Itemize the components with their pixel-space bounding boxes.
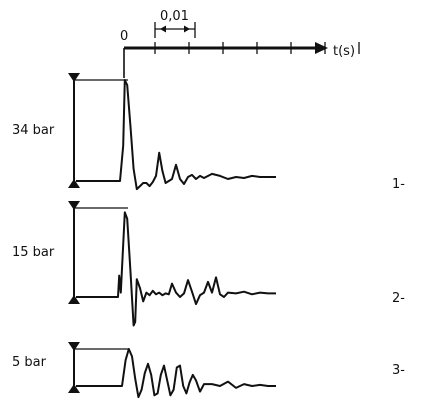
- amplitude-top-arrow: [68, 342, 80, 351]
- series-layer: 34 bar 1- 15 bar 2- 5 bar 3-: [12, 73, 405, 399]
- time-axis-label: t(s): [333, 44, 355, 59]
- time-axis: 0 t(s) 0,01: [120, 9, 360, 78]
- series-name-label: 2-: [392, 291, 405, 306]
- amplitude-bottom-arrow: [68, 179, 80, 188]
- pressure-trace: [76, 79, 276, 191]
- series-name-label: 1-: [392, 177, 405, 192]
- series-2: 15 bar 2-: [12, 201, 405, 327]
- series-name-label: 3-: [392, 363, 405, 378]
- amplitude-bottom-arrow: [68, 295, 80, 304]
- amplitude-top-arrow: [68, 201, 80, 210]
- amplitude-top-arrow: [68, 73, 80, 82]
- peak-pressure-label: 15 bar: [12, 245, 55, 260]
- scale-label: 0,01: [160, 9, 189, 24]
- time-axis-arrow: [315, 42, 328, 54]
- scale-bracket: [154, 22, 196, 38]
- time-origin-label: 0: [120, 29, 128, 44]
- pressure-trace: [76, 211, 276, 327]
- series-1: 34 bar 1-: [12, 73, 405, 192]
- pressure-trace: [76, 348, 276, 399]
- series-3: 5 bar 3-: [12, 342, 405, 399]
- peak-pressure-label: 5 bar: [12, 355, 47, 370]
- amplitude-bottom-arrow: [68, 384, 80, 393]
- peak-pressure-label: 34 bar: [12, 123, 55, 138]
